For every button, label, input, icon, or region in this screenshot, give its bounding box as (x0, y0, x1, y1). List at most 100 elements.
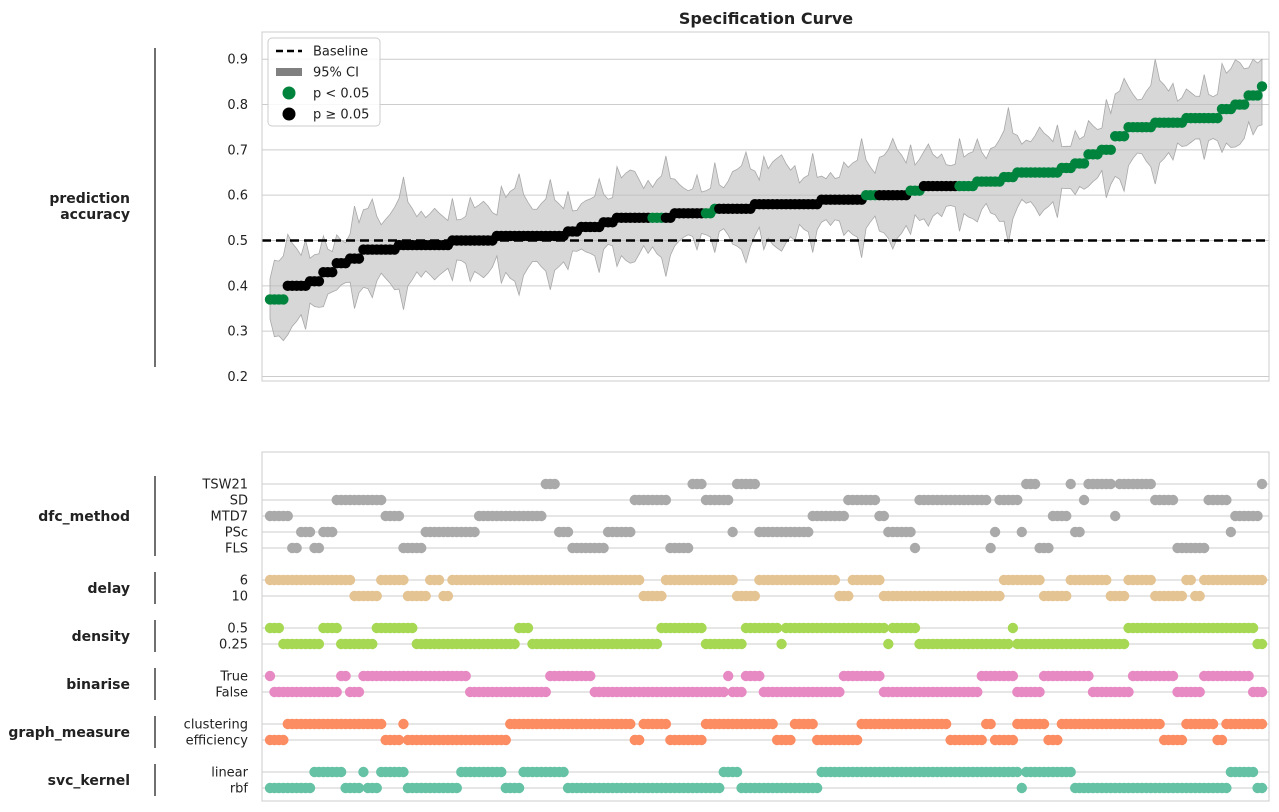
spec-dot (371, 782, 382, 794)
spec-dot (264, 670, 276, 682)
level-label: clustering (184, 718, 248, 733)
y-tick-label: 0.2 (227, 370, 248, 385)
spec-dot (1176, 590, 1188, 602)
spec-dot (1101, 574, 1112, 586)
spec-dot (985, 542, 996, 554)
spec-dot (976, 734, 987, 746)
spec-dot (598, 542, 609, 554)
spec-dot (682, 542, 694, 554)
y-tick-label: 0.4 (227, 279, 248, 294)
spec-dot (1061, 510, 1072, 522)
spec-dot (1105, 478, 1116, 490)
level-label: 6 (240, 574, 248, 589)
spec-dot (1167, 670, 1179, 682)
group-label: graph_measure (8, 725, 130, 741)
spec-dot (727, 574, 738, 586)
spec-dot (878, 510, 890, 522)
spec-dot (1256, 478, 1268, 490)
spec-dot (1256, 686, 1268, 698)
spec-dot (513, 782, 525, 794)
level-label: MTD7 (211, 510, 248, 525)
level-label: rbf (230, 782, 249, 797)
spec-dot (1012, 766, 1023, 778)
spec-dot (273, 622, 285, 634)
spec-dot (278, 734, 289, 746)
spec-dot (834, 686, 845, 698)
level-label: FLS (225, 542, 248, 557)
spec-dot (851, 734, 863, 746)
spec-dot (358, 766, 369, 778)
spec-dot (442, 590, 454, 602)
spec-dot (1065, 478, 1076, 490)
spec-dot (1003, 638, 1014, 650)
top-panel: 0.2 0.3 0.4 0.5 0.6 0.7 0.8 0.9 prediction accur… (49, 31, 1270, 385)
spec-dot (540, 686, 551, 698)
spec-dot (1118, 638, 1130, 650)
accuracy-point (1256, 81, 1268, 92)
spec-dot (696, 478, 707, 490)
spec-dot (771, 622, 783, 634)
spec-dot (829, 574, 841, 586)
group-label: density (72, 629, 130, 645)
y-tick-label: 0.5 (227, 234, 248, 249)
spec-dot (972, 686, 983, 698)
spec-dot (1118, 590, 1130, 602)
spec-dot (376, 494, 387, 506)
spec-dot (1078, 494, 1090, 506)
spec-dot (749, 478, 761, 490)
spec-dot (803, 526, 814, 538)
spec-dot (1007, 670, 1019, 682)
spec-dot (843, 590, 854, 602)
spec-dot (883, 638, 894, 650)
spec-dot (1154, 718, 1165, 730)
spec-dot (331, 622, 342, 634)
spec-dot (1221, 494, 1232, 506)
level-label: 0.25 (219, 638, 248, 653)
spec-dot (1185, 574, 1197, 586)
y-tick-label: 0.3 (227, 325, 248, 340)
accuracy-point (353, 253, 365, 264)
spec-dot (371, 590, 382, 602)
accuracy-point (1252, 90, 1263, 101)
legend-label: p ≥ 0.05 (313, 108, 369, 123)
spec-dot (878, 622, 890, 634)
spec-dot (1038, 718, 1050, 730)
legend-swatch (276, 68, 302, 76)
bottom-panel-frame (261, 451, 1270, 802)
spec-dot (749, 590, 761, 602)
spec-dot (1194, 686, 1205, 698)
spec-dot (981, 494, 992, 506)
spec-dot (656, 590, 667, 602)
spec-dot (327, 526, 338, 538)
spec-dot (807, 718, 818, 730)
level-label: SD (230, 494, 248, 509)
spec-dot (1252, 510, 1263, 522)
spec-dot (767, 718, 778, 730)
spec-dot (1016, 782, 1027, 794)
spec-dot (1083, 670, 1094, 682)
y-tick-label: 0.8 (227, 98, 248, 113)
spec-dot (909, 622, 921, 634)
spec-dot (625, 718, 636, 730)
y-tick-label: 0.9 (227, 53, 248, 68)
legend: Baseline 95% CI p < 0.05 p ≥ 0.05 (267, 37, 381, 127)
accuracy-point (1212, 112, 1223, 124)
level-label: linear (211, 766, 248, 781)
legend-swatch (282, 86, 296, 100)
spec-dot (1061, 590, 1072, 602)
spec-dot (335, 766, 347, 778)
spec-dot (722, 494, 734, 506)
spec-dot (313, 542, 325, 554)
level-label: 10 (231, 590, 248, 605)
spec-dot (1167, 494, 1179, 506)
spec-dot (718, 686, 729, 698)
spec-dot (344, 574, 356, 586)
spec-dot (585, 670, 596, 682)
spec-dot (634, 734, 645, 746)
spec-dot (1007, 734, 1019, 746)
chart-title: Specification Curve (679, 9, 853, 28)
accuracy-point (1239, 99, 1250, 110)
group-label: binarise (66, 677, 130, 693)
spec-dot (838, 510, 850, 522)
